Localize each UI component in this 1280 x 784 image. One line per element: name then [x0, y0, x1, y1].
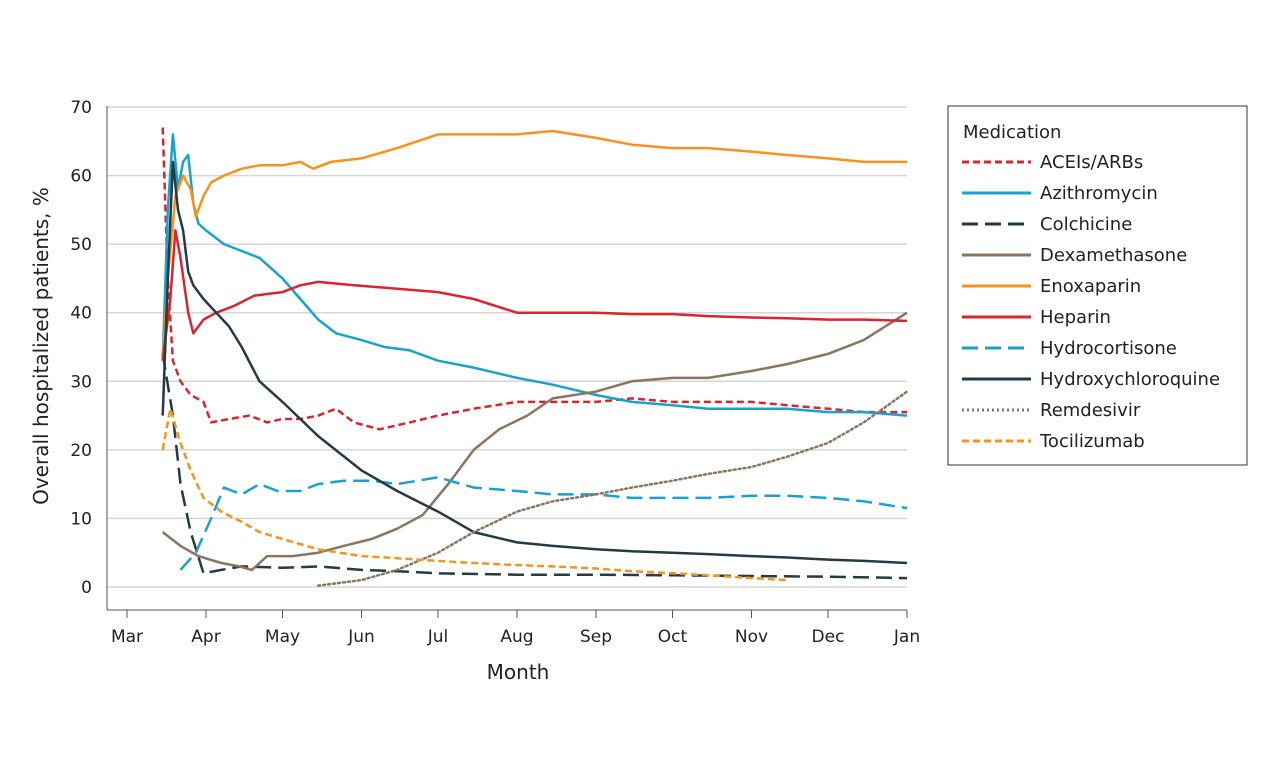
x-tick-label: Mar	[111, 627, 143, 647]
x-tick-label: Sep	[580, 627, 612, 647]
y-tick-label: 20	[70, 441, 92, 461]
x-axis-title: Month	[487, 660, 550, 684]
legend-label: Azithromycin	[1040, 183, 1158, 204]
series-line-dexamethasone	[161, 311, 908, 572]
legend-label: Colchicine	[1040, 214, 1132, 235]
series-line-tocilizumab	[161, 407, 788, 582]
legend-label: Tocilizumab	[1039, 431, 1145, 452]
legend-label: ACEIs/ARBs	[1040, 152, 1143, 173]
legend-label: Dexamethasone	[1040, 245, 1187, 266]
y-axis-title: Overall hospitalized patients, %	[29, 187, 53, 505]
x-tick-label: Oct	[658, 627, 688, 647]
x-tick-label: Jul	[427, 627, 449, 647]
series-line-enoxaparin	[161, 129, 907, 361]
legend-label: Heparin	[1040, 307, 1111, 328]
x-tick-label: Jan	[893, 627, 920, 647]
y-tick-label: 0	[81, 578, 92, 598]
series-line-remdesivir	[316, 390, 909, 587]
x-tick-label: Aug	[500, 627, 533, 647]
series-lines	[161, 127, 909, 587]
y-tick-label: 30	[70, 372, 92, 392]
legend-label: Enoxaparin	[1040, 276, 1141, 297]
y-tick-label: 50	[70, 235, 92, 255]
x-tick-label: May	[265, 627, 300, 647]
y-axis-ticks: 0 10 20 30 40 50 60 70	[70, 98, 92, 598]
y-tick-label: 10	[70, 509, 92, 529]
series-line-aceis-arbs	[161, 127, 907, 431]
gridlines	[107, 106, 907, 588]
x-tick-label: Jun	[347, 627, 375, 647]
y-tick-label: 40	[70, 304, 92, 324]
series-line-hydroxychloroquine	[161, 160, 908, 565]
axes	[106, 106, 907, 611]
x-tick-label: Apr	[191, 627, 220, 647]
series-line-hydrocortisone	[179, 476, 908, 571]
x-axis-ticks: Mar Apr May Jun Jul Aug Sep Oct Nov Dec Jan	[111, 610, 920, 647]
legend-label: Hydrocortisone	[1040, 338, 1177, 359]
x-tick-label: Dec	[812, 627, 845, 647]
y-tick-label: 60	[70, 167, 92, 187]
series-line-heparin	[161, 229, 908, 361]
legend-label: Remdesivir	[1040, 400, 1141, 421]
series-line-colchicine	[161, 353, 908, 580]
x-tick-label: Nov	[735, 627, 768, 647]
legend-label: Hydroxychloroquine	[1040, 369, 1220, 390]
y-tick-label: 70	[70, 98, 92, 118]
series-line-azithromycin	[161, 133, 908, 417]
legend-items: ACEIs/ARBs Azithromycin Colchicine Dexameth…	[962, 152, 1220, 452]
legend: Medication ACEIs/ARBs Azithromycin Colchic…	[947, 105, 1248, 466]
legend-title: Medication	[963, 122, 1061, 143]
